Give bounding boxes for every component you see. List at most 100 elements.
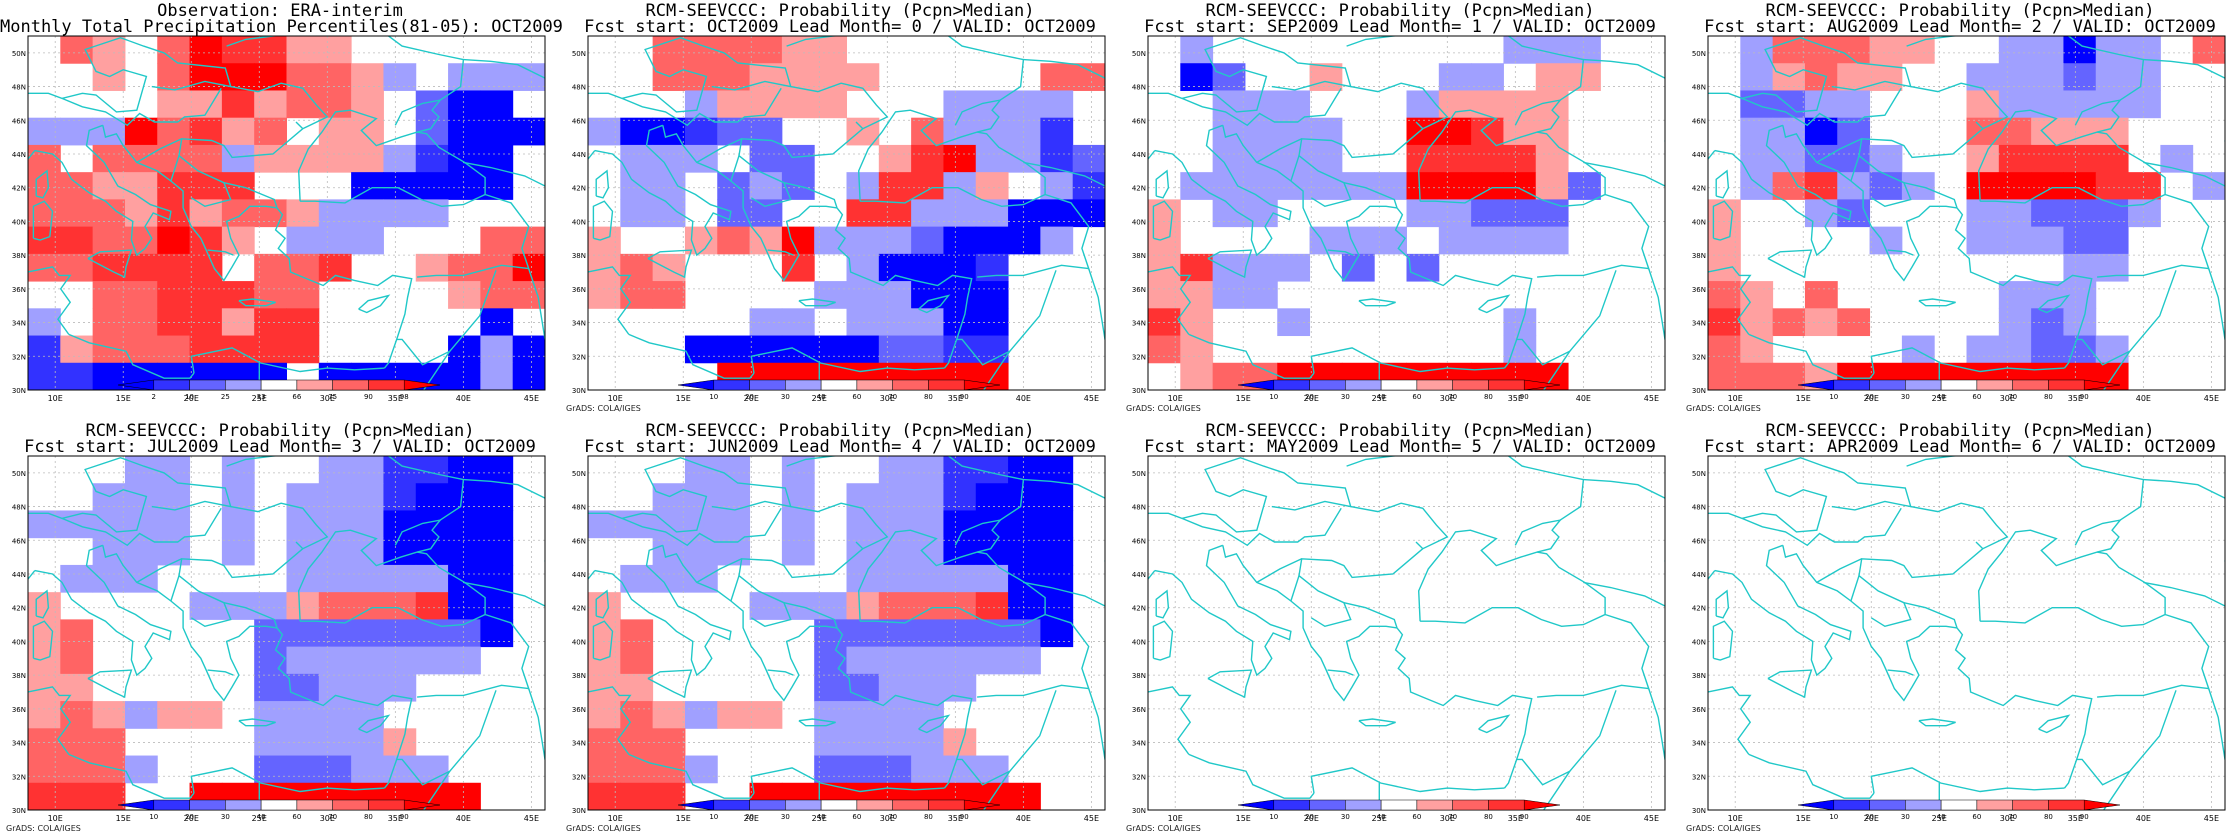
- coastline: [226, 456, 465, 521]
- plot-frame: [1707, 455, 2226, 811]
- heatmap-cell: [620, 646, 654, 675]
- heatmap-cell: [878, 144, 912, 173]
- colorbar-swatch: [2012, 799, 2049, 811]
- heatmap-cell: [814, 36, 847, 64]
- lat-tick-label: 42N: [572, 185, 586, 193]
- heatmap-cell: [1180, 172, 1214, 200]
- coastline: [1256, 138, 1302, 164]
- heatmap-cell: [124, 281, 158, 309]
- map-svg: 10E 15E 20E 25E 30E 35E 40E 45E 30N 32N 34N 36N 38N 4…: [12, 35, 546, 403]
- coastline: [1954, 627, 2093, 789]
- heatmap-cell: [60, 172, 94, 200]
- heatmap-cell: [480, 63, 514, 91]
- coastline: [588, 266, 632, 335]
- heatmap-cell: [1568, 172, 1601, 200]
- heatmap-cell: [157, 456, 191, 484]
- panel-subtitle: Fcst start: JUL2009 Lead Month= 3 / VALI…: [24, 437, 536, 457]
- colorbar-swatch: [713, 799, 750, 811]
- heatmap-cell: [1406, 199, 1440, 228]
- heatmap-cell: [124, 701, 158, 729]
- panel-title: RCM-SEEVCCC: Probability (Pcpn>Median): [645, 421, 1035, 441]
- coastline: [170, 155, 180, 182]
- colorbar-swatch: [1976, 799, 2013, 811]
- grads-credit: GrADS: COLA/IGES: [566, 824, 641, 833]
- lat-tick-label: 36N: [12, 706, 26, 714]
- lon-tick-label: 45E: [1644, 394, 1659, 403]
- heatmap-cell: [415, 592, 449, 620]
- lat-tick-label: 36N: [1132, 706, 1146, 714]
- grads-credit: GrADS: COLA/IGES: [1686, 824, 1761, 833]
- coastline: [463, 58, 545, 79]
- lat-tick-label: 46N: [1692, 537, 1706, 545]
- lon-tick-label: 10E: [608, 814, 623, 823]
- heatmap-cell: [975, 646, 1009, 675]
- heatmap-cell: [1998, 172, 2032, 200]
- colorbar-swatch: [856, 379, 893, 391]
- heatmap-cell: [480, 510, 514, 539]
- colorbar-label: 60: [1412, 393, 1421, 401]
- coastline: [422, 770, 451, 810]
- colorbar-label: 70: [2008, 393, 2017, 401]
- heatmap-cell: [911, 755, 944, 784]
- map-panel: 10E 15E 20E 25E 30E 35E 40E 45E 30N 32N 34N 36N 38N 4…: [1680, 420, 2240, 840]
- coastline: [1346, 456, 1585, 521]
- heatmap-cell: [28, 253, 61, 282]
- heatmap-cell: [943, 172, 977, 200]
- lon-tick-label: 30E: [320, 394, 335, 403]
- lon-tick-label: 10E: [48, 394, 63, 403]
- heatmap-cell: [1503, 199, 1537, 228]
- heatmap-cell: [1804, 281, 1838, 309]
- coastline: [1222, 125, 1398, 282]
- coastline: [783, 182, 838, 209]
- coastline: [207, 669, 234, 676]
- heatmap-cell: [512, 362, 546, 391]
- heatmap-cell: [620, 117, 654, 146]
- coastline: [2038, 294, 2071, 314]
- lat-tick-label: 42N: [572, 605, 586, 613]
- coastline: [1417, 529, 1606, 628]
- coastline: [1207, 249, 1253, 279]
- heatmap-cell: [383, 646, 417, 675]
- coastline: [738, 128, 864, 208]
- coastline: [621, 507, 782, 547]
- colorbar-label: 66: [292, 393, 301, 401]
- lon-tick-label: 40E: [456, 814, 471, 823]
- heatmap-cell: [1008, 90, 1041, 119]
- heatmap-cell: [717, 510, 751, 539]
- heatmap-cell: [60, 782, 94, 811]
- heatmap-cell: [1901, 36, 1935, 64]
- coastline: [1712, 620, 1734, 661]
- coastline-layer: [28, 36, 545, 390]
- colorbar-swatch: [296, 799, 333, 811]
- coastline: [696, 558, 742, 584]
- coastline: [1708, 686, 1752, 755]
- heatmap-cell: [878, 199, 912, 228]
- heatmap-cell: [60, 646, 94, 675]
- lat-tick-label: 44N: [1132, 151, 1146, 159]
- lat-tick-label: 50N: [12, 470, 26, 478]
- heatmap-cell: [1535, 226, 1569, 255]
- colorbar-label: 10: [1829, 813, 1838, 821]
- coastline: [1850, 575, 1860, 602]
- heatmap-cell: [1008, 510, 1041, 539]
- heatmap-cell: [2095, 172, 2129, 200]
- heatmap-cell: [1804, 172, 1838, 200]
- map-svg: 10E 15E 20E 25E 30E 35E 40E 45E 30N 32N 34N 36N 38N 4…: [1132, 455, 1666, 823]
- coastline: [1537, 193, 1650, 278]
- heatmap-cell: [846, 199, 880, 228]
- heatmap-cell: [588, 673, 621, 702]
- colorbar-label: 30: [1901, 813, 1910, 821]
- coastline-layer: [1148, 36, 1665, 390]
- heatmap-cell: [1998, 281, 2032, 309]
- heatmap-cell: [1535, 144, 1569, 173]
- coastline: [1910, 82, 2009, 130]
- heatmap-cell: [286, 90, 320, 119]
- heatmap-cell: [943, 144, 977, 173]
- heatmap-cell: [749, 117, 783, 146]
- heatmap-cell: [975, 144, 1009, 173]
- colorbar-swatch: [1940, 799, 1978, 811]
- coastline: [647, 669, 693, 699]
- lon-tick-label: 45E: [524, 394, 539, 403]
- coastline: [2076, 270, 2177, 366]
- heatmap-cell: [652, 172, 686, 200]
